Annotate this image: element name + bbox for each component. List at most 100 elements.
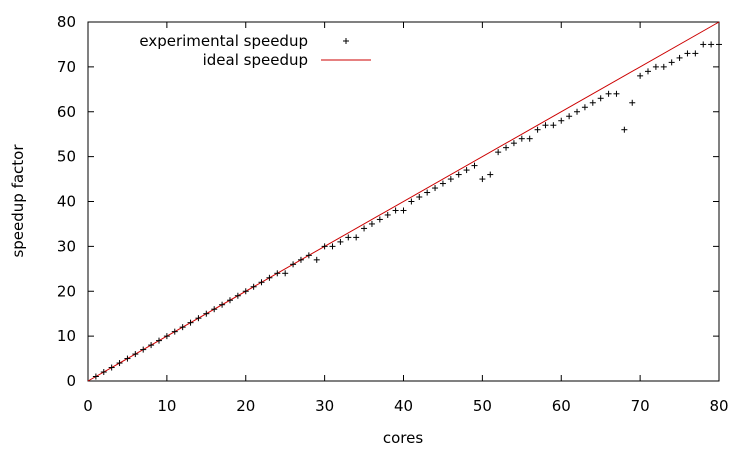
experimental-point-77 xyxy=(700,41,707,48)
experimental-point-76 xyxy=(692,50,699,57)
x-tick-label-60: 60 xyxy=(552,397,571,415)
experimental-point-16 xyxy=(219,301,226,308)
y-tick-label-40: 40 xyxy=(57,193,76,211)
experimental-point-36 xyxy=(376,216,383,223)
experimental-point-2 xyxy=(108,364,115,371)
experimental-point-67 xyxy=(621,126,628,133)
y-tick-label-30: 30 xyxy=(57,237,76,255)
experimental-point-79 xyxy=(716,41,722,48)
experimental-point-51 xyxy=(495,149,502,156)
experimental-point-14 xyxy=(203,310,210,317)
experimental-point-33 xyxy=(353,234,360,241)
y-tick-label-80: 80 xyxy=(57,13,76,31)
experimental-point-71 xyxy=(652,63,659,70)
experimental-point-48 xyxy=(471,162,478,169)
experimental-point-22 xyxy=(266,274,273,281)
experimental-point-69 xyxy=(637,72,644,79)
experimental-point-30 xyxy=(329,243,336,250)
experimental-point-44 xyxy=(439,180,446,187)
experimental-point-74 xyxy=(676,54,683,61)
experimental-point-46 xyxy=(455,171,462,178)
x-tick-label-40: 40 xyxy=(394,397,413,415)
experimental-point-26 xyxy=(297,256,304,263)
experimental-point-25 xyxy=(290,261,297,268)
experimental-point-60 xyxy=(566,113,573,120)
legend: experimental speedup ideal speedup xyxy=(139,32,371,69)
experimental-point-73 xyxy=(668,59,675,66)
experimental-point-49 xyxy=(479,176,486,183)
y-tick-label-10: 10 xyxy=(57,327,76,345)
experimental-point-61 xyxy=(574,108,581,115)
experimental-point-8 xyxy=(155,337,162,344)
experimental-point-17 xyxy=(226,297,233,304)
x-tick-label-80: 80 xyxy=(709,397,728,415)
x-axis-label: cores xyxy=(383,429,423,447)
experimental-point-12 xyxy=(187,319,194,326)
experimental-point-62 xyxy=(581,104,588,111)
legend-plus xyxy=(343,38,349,44)
experimental-point-72 xyxy=(660,63,667,70)
experimental-point-78 xyxy=(708,41,715,48)
experimental-point-38 xyxy=(392,207,399,214)
experimental-point-37 xyxy=(384,211,391,218)
experimental-point-50 xyxy=(487,171,494,178)
experimental-point-11 xyxy=(179,324,186,331)
experimental-point-18 xyxy=(234,292,241,299)
experimental-point-3 xyxy=(116,360,123,367)
experimental-point-39 xyxy=(400,207,407,214)
experimental-point-42 xyxy=(424,189,431,196)
experimental-point-41 xyxy=(416,194,423,201)
experimental-point-53 xyxy=(510,140,517,147)
experimental-point-32 xyxy=(345,234,352,241)
experimental-point-10 xyxy=(171,328,178,335)
x-tick-label-20: 20 xyxy=(236,397,255,415)
experimental-point-56 xyxy=(534,126,541,133)
y-tick-label-70: 70 xyxy=(57,58,76,76)
experimental-point-21 xyxy=(258,279,265,286)
y-tick-label-60: 60 xyxy=(57,103,76,121)
experimental-point-24 xyxy=(282,270,289,277)
experimental-point-1 xyxy=(100,369,107,376)
ideal-speedup-line xyxy=(87,21,720,382)
experimental-point-9 xyxy=(163,333,170,340)
experimental-point-45 xyxy=(447,176,454,183)
experimental-point-7 xyxy=(148,342,155,349)
experimental-point-63 xyxy=(589,99,596,106)
legend-marker-experimental xyxy=(343,38,349,44)
experimental-point-4 xyxy=(124,355,131,362)
experimental-point-55 xyxy=(526,135,533,142)
experimental-point-23 xyxy=(274,270,281,277)
experimental-point-31 xyxy=(337,238,344,245)
legend-label-experimental: experimental speedup xyxy=(139,32,308,50)
axis-ticks xyxy=(87,21,720,382)
experimental-point-34 xyxy=(361,225,368,232)
experimental-point-29 xyxy=(321,243,328,250)
y-tick-label-0: 0 xyxy=(66,372,76,390)
experimental-point-0 xyxy=(92,373,99,380)
experimental-point-59 xyxy=(558,117,565,124)
experimental-point-5 xyxy=(132,351,139,358)
experimental-point-64 xyxy=(597,95,604,102)
experimental-point-6 xyxy=(140,346,147,353)
experimental-point-54 xyxy=(518,135,525,142)
series-layer xyxy=(87,21,722,382)
x-tick-label-70: 70 xyxy=(631,397,650,415)
experimental-point-20 xyxy=(250,283,257,290)
experimental-point-70 xyxy=(645,68,652,75)
experimental-point-28 xyxy=(313,256,320,263)
x-tick-label-50: 50 xyxy=(473,397,492,415)
experimental-point-58 xyxy=(550,122,557,129)
experimental-point-40 xyxy=(408,198,415,205)
experimental-point-47 xyxy=(463,167,470,174)
experimental-point-35 xyxy=(368,220,375,227)
experimental-point-13 xyxy=(195,315,202,322)
y-tick-label-50: 50 xyxy=(57,148,76,166)
y-tick-label-20: 20 xyxy=(57,282,76,300)
experimental-point-27 xyxy=(305,252,312,259)
experimental-point-52 xyxy=(503,144,510,151)
experimental-point-43 xyxy=(432,185,439,192)
legend-label-ideal: ideal speedup xyxy=(203,51,308,69)
experimental-point-57 xyxy=(542,122,549,129)
tick-labels: 0 10 20 30 40 50 60 70 80 0 10 20 30 40 50 60 70 80 xyxy=(57,13,729,415)
